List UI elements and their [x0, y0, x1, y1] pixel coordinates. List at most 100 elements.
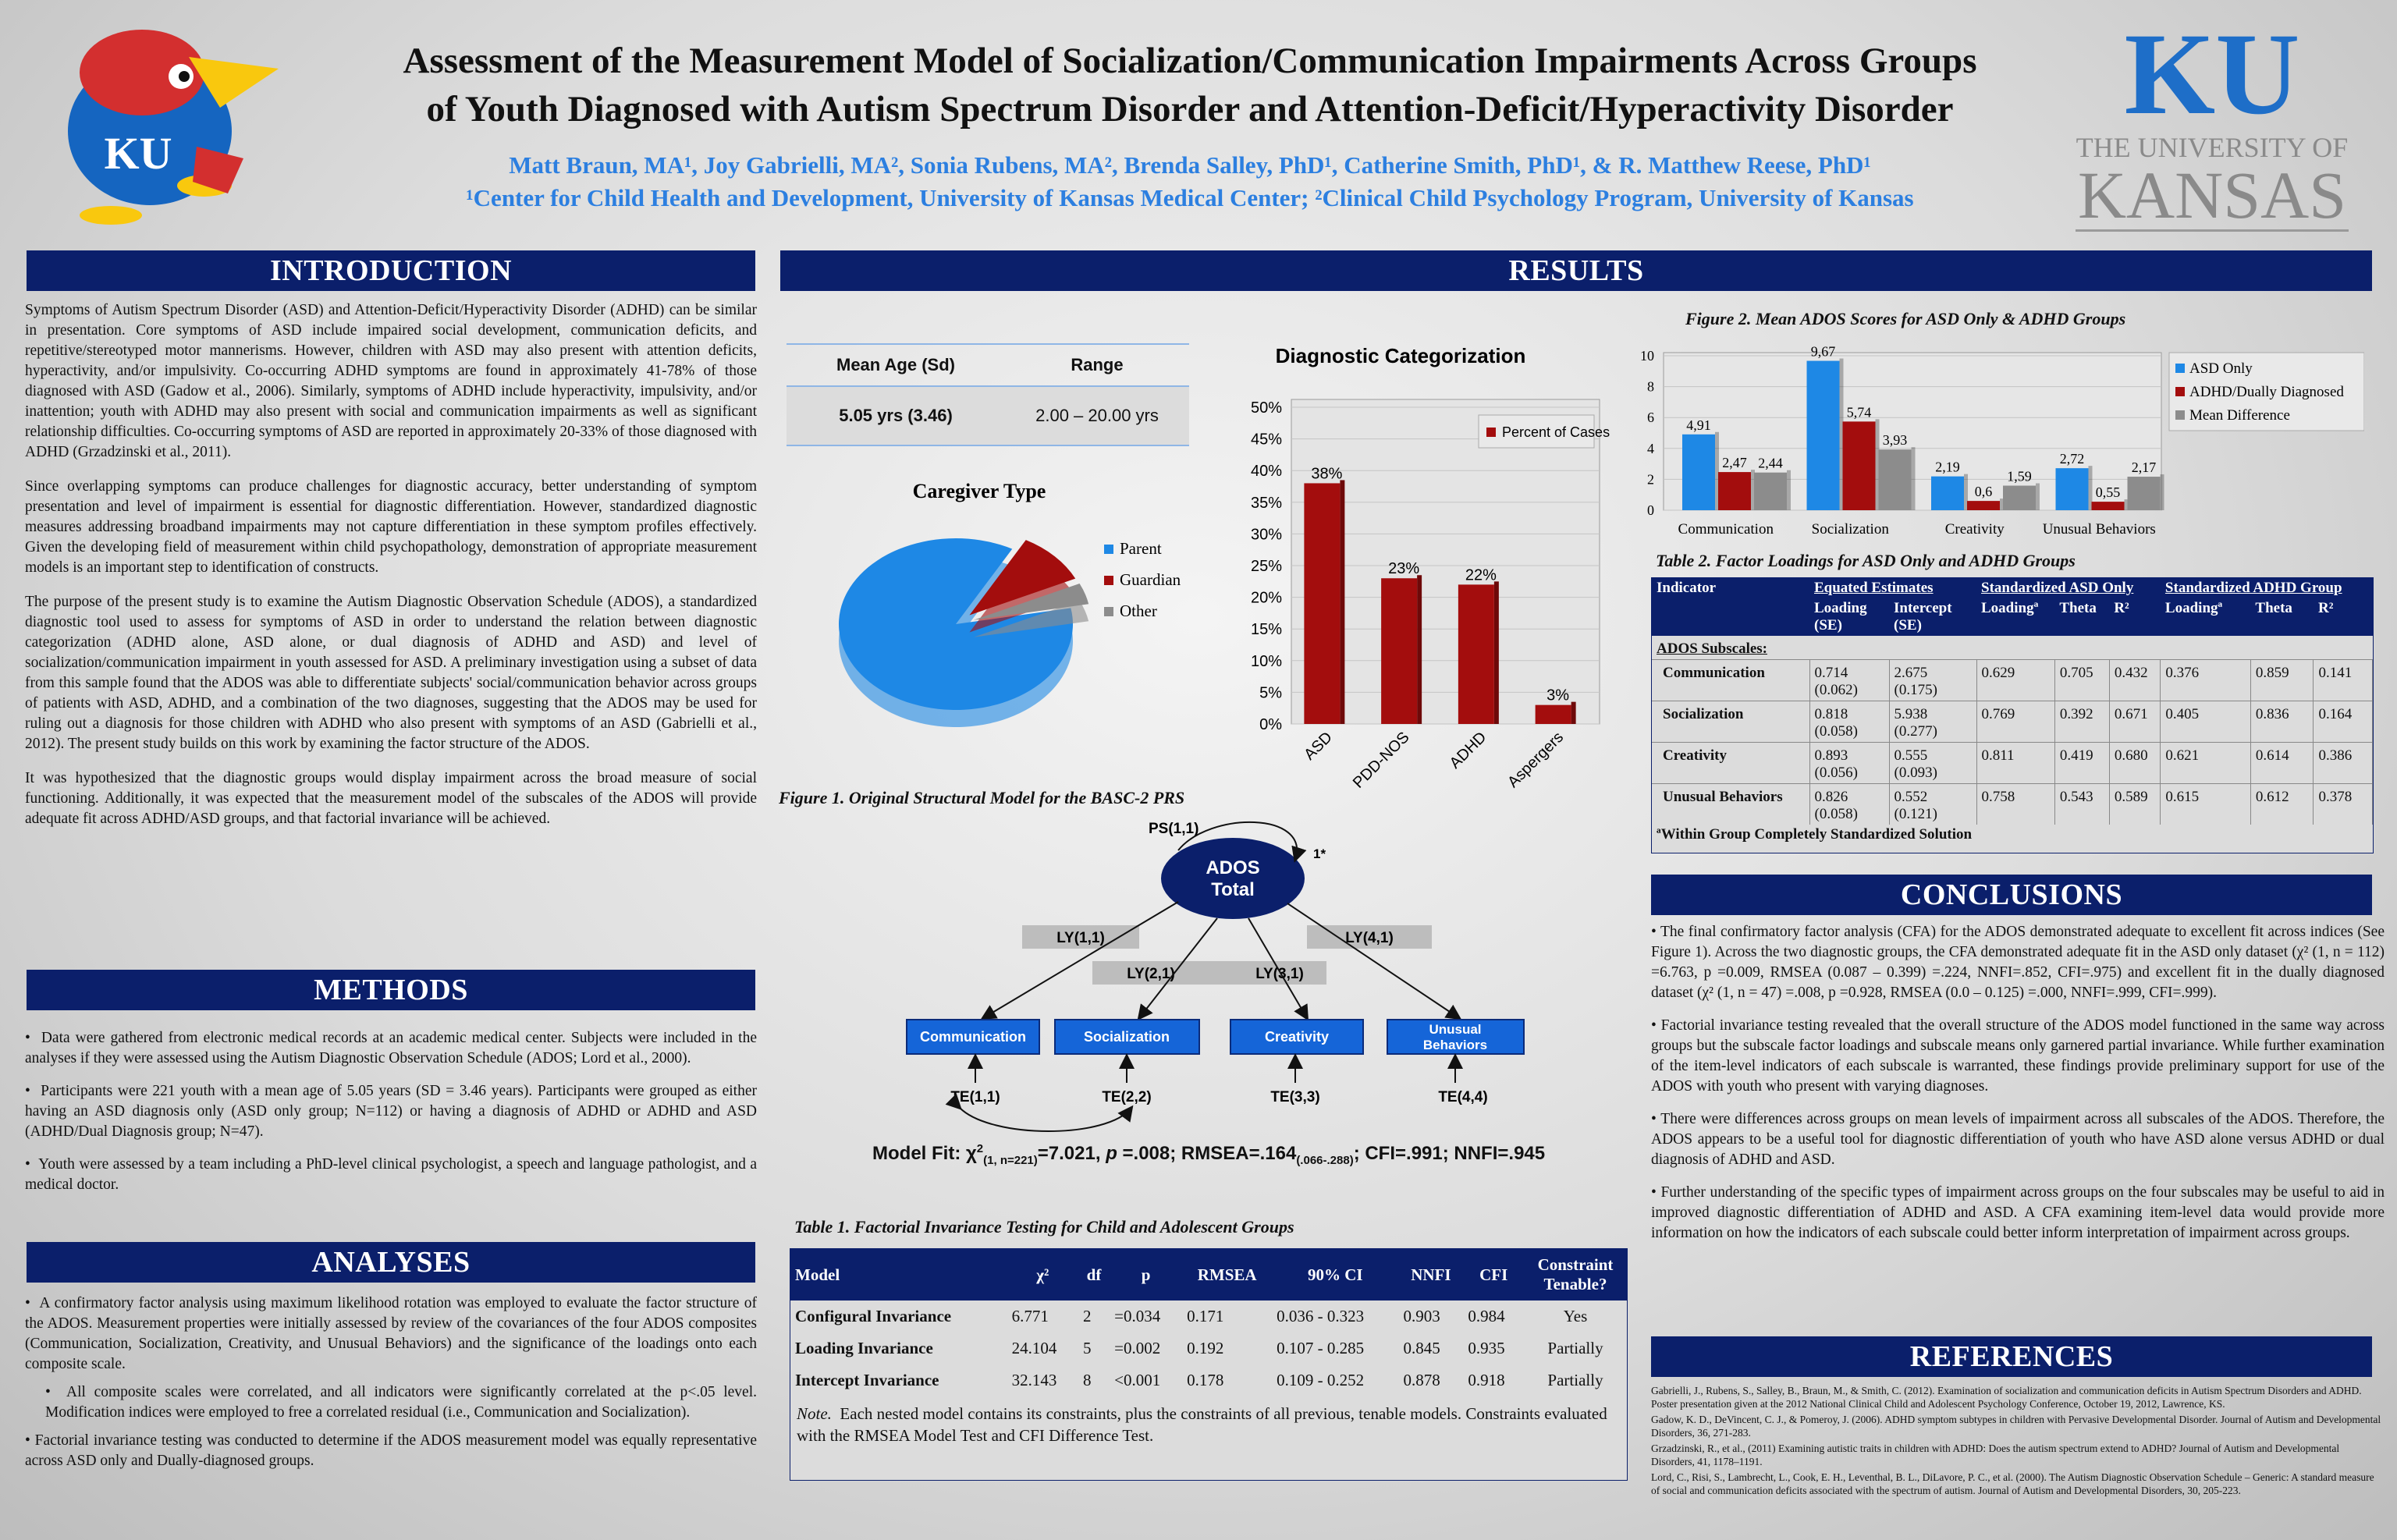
t2-cell-2-6: 0.621	[2160, 742, 2251, 784]
diag-chart-title: Diagnostic Categorization	[1276, 344, 1526, 367]
table2-caption: Table 2. Factor Loadings for ASD Only an…	[1656, 551, 2076, 570]
t2-cell-2-5: 0.680	[2109, 742, 2161, 784]
pie-slice-other	[973, 583, 1089, 620]
diag-legend	[1478, 414, 1595, 449]
t1-header-6: NNFI	[1411, 1265, 1451, 1284]
t1-header-1: χ²	[1036, 1265, 1049, 1284]
pie-legend-swatch-0	[1104, 545, 1113, 554]
t1-cell-2-6: 0.878	[1403, 1371, 1440, 1389]
diag-bar-adhd	[1458, 584, 1494, 724]
diag-ytick-9: 45%	[1251, 431, 1282, 449]
authors: Matt Braun, MA¹, Joy Gabrielli, MA², Son…	[509, 151, 1871, 179]
t2-cell-0-6: 0.376	[2160, 659, 2251, 701]
svg-text:KU: KU	[105, 128, 172, 179]
fig2-xtick-0: Communication	[1678, 521, 1774, 538]
svg-text:Behaviors: Behaviors	[1423, 1038, 1487, 1052]
t2-cell-2-8: 0.386	[2313, 742, 2373, 784]
t2-cell-1-4: 0.392	[2054, 701, 2110, 743]
fig2-bar-label-1-2: 3,93	[1883, 432, 1908, 448]
table-row: Communication 0.714 (0.062) 2.675 (0.175) 0…	[1652, 659, 2373, 701]
fig2-bar-label-0-0: 4,91	[1686, 417, 1711, 433]
t2-footnote: ªWithin Group Completely Standardized So…	[1657, 826, 1973, 843]
analyses-bullet-1: • A confirmatory factor analysis using m…	[25, 1295, 757, 1372]
table-row: Configural Invariance 6.771 2 =0.034 0.171 0.…	[790, 1300, 1627, 1332]
diag-ytick-8: 40%	[1251, 463, 1282, 480]
fig2-bar-label-3-1: 0,55	[2096, 484, 2121, 500]
t1-cell-2-0: Intercept Invariance	[795, 1371, 939, 1389]
t2-cell-2-3: 0.811	[1976, 742, 2055, 784]
t1-cell-1-4: 0.192	[1187, 1339, 1224, 1357]
ly31-box	[1209, 961, 1326, 985]
pie-slice-parent	[839, 538, 1073, 710]
fig2-bar-1-2	[1878, 449, 1912, 510]
diag-bar-asd	[1304, 483, 1341, 724]
factor-label-2: Total	[1211, 879, 1255, 900]
t1-cell-1-5: 0.107 - 0.285	[1277, 1339, 1365, 1357]
pie-legend-label-2: Other	[1120, 601, 1157, 620]
affiliations: ¹Center for Child Health and Development…	[466, 184, 1914, 211]
diag-xtick-3: Aspergers	[1504, 729, 1567, 791]
t2-cell-0-1: 0.714 (0.062)	[1809, 659, 1890, 701]
table-row: Creativity 0.893 (0.056) 0.555 (0.093) 0.81…	[1652, 742, 2373, 784]
fig2-bar-label-2-0: 2,19	[1935, 460, 1960, 475]
t2-cell-3-5: 0.589	[2109, 783, 2161, 825]
conclusion-bullet-4: • Further understanding of the specific …	[1651, 1184, 2385, 1241]
fig2-bar-0-0	[1682, 434, 1715, 510]
fig2-xtick-2: Creativity	[1945, 521, 2005, 538]
t1-header-5: 90% CI	[1308, 1265, 1363, 1284]
conclusion-bullet-2: • Factorial invariance testing revealed …	[1651, 1017, 2385, 1095]
poster-title-line2: of Youth Diagnosed with Autism Spectrum …	[426, 89, 1954, 130]
conclusions-section: • The final confirmatory factor analysis…	[1651, 922, 2385, 1256]
conclusions-heading: CONCLUSIONS	[1651, 875, 2372, 915]
t1-cell-2-4: 0.178	[1187, 1371, 1224, 1389]
fig2-legend-label-0: ASD Only	[2189, 360, 2253, 377]
t2-cell-2-2: 0.555 (0.093)	[1889, 742, 1977, 784]
t1-header-8: Constraint Tenable?	[1537, 1255, 1614, 1293]
svg-text:Unusual: Unusual	[1429, 1022, 1481, 1037]
methods-bullet-3: • Youth were assessed by a team includin…	[25, 1156, 757, 1193]
t2-header-std-adhd: Standardized ADHD Group	[2164, 580, 2342, 596]
ly41-box	[1307, 925, 1432, 949]
diag-ytick-5: 25%	[1251, 558, 1282, 575]
t2-cell-0-4: 0.705	[2054, 659, 2110, 701]
fig2-ytick-5: 10	[1640, 348, 1654, 364]
fig2-bar-label-2-1: 0,6	[1975, 484, 1993, 499]
diag-bar-pdd-nos	[1381, 578, 1418, 724]
diag-bar-side-1	[1417, 575, 1422, 724]
t2-cell-3-4: 0.543	[2054, 783, 2110, 825]
t1-cell-1-1: 24.104	[1011, 1339, 1057, 1357]
figure1-caption: Figure 1. Original Structural Model for …	[779, 788, 1185, 807]
t1-cell-0-5: 0.036 - 0.323	[1277, 1307, 1365, 1325]
t1-cell-1-2: 5	[1082, 1339, 1092, 1357]
intro-paragraph-3: The purpose of the present study is to e…	[25, 594, 757, 752]
analyses-bullet-2: • All composite scales were correlated, …	[45, 1384, 757, 1421]
reference-1: Gabrielli, J., Rubens, S., Salley, B., B…	[1651, 1385, 2362, 1410]
methods-bullet-2: • Participants were 221 youth with a mea…	[25, 1083, 757, 1140]
diag-xtick-0: ASD	[1301, 729, 1336, 764]
t2-cell-2-1: 0.893 (0.056)	[1809, 742, 1890, 784]
ados-scores-bar-chart: 0 2 4 6 8 10 4,91 2,47 2,44 Communication 9,67 5,74…	[1631, 329, 2365, 540]
pie-legend-label-0: Parent	[1120, 539, 1162, 558]
fig2-bar-label-0-1: 2,47	[1722, 455, 1747, 470]
t2-cell-3-6: 0.615	[2160, 783, 2251, 825]
t2-cell-3-0: Unusual Behaviors	[1652, 783, 1810, 825]
introduction-heading: INTRODUCTION	[27, 250, 755, 291]
fig2-bar-0-1	[1718, 472, 1751, 510]
fig2-ytick-4: 8	[1647, 379, 1654, 395]
t2-cell-3-7: 0.612	[2250, 783, 2314, 825]
t2-cell-1-5: 0.671	[2109, 701, 2161, 743]
te22-label: TE(2,2)	[1102, 1089, 1151, 1105]
reference-2: Gadow, K. D., DeVincent, C. J., & Pomero…	[1651, 1414, 2381, 1439]
t2-header-indicator: Indicator	[1657, 580, 1716, 596]
diag-ytick-3: 15%	[1251, 621, 1282, 638]
results-heading: RESULTS	[780, 250, 2372, 291]
poster-title-line1: Assessment of the Measurement Model of S…	[403, 41, 1977, 81]
t1-cell-0-1: 6.771	[1011, 1307, 1049, 1325]
fig2-xtick-3: Unusual Behaviors	[2043, 521, 2156, 538]
ps-label: PS(1,1)	[1149, 821, 1198, 837]
t1-cell-0-3: =0.034	[1114, 1307, 1161, 1325]
t2-cell-1-6: 0.405	[2160, 701, 2251, 743]
pie-legend-swatch-2	[1104, 607, 1113, 616]
t2-cell-3-3: 0.758	[1976, 783, 2055, 825]
age-header-mean: Mean Age (Sd)	[836, 355, 955, 374]
